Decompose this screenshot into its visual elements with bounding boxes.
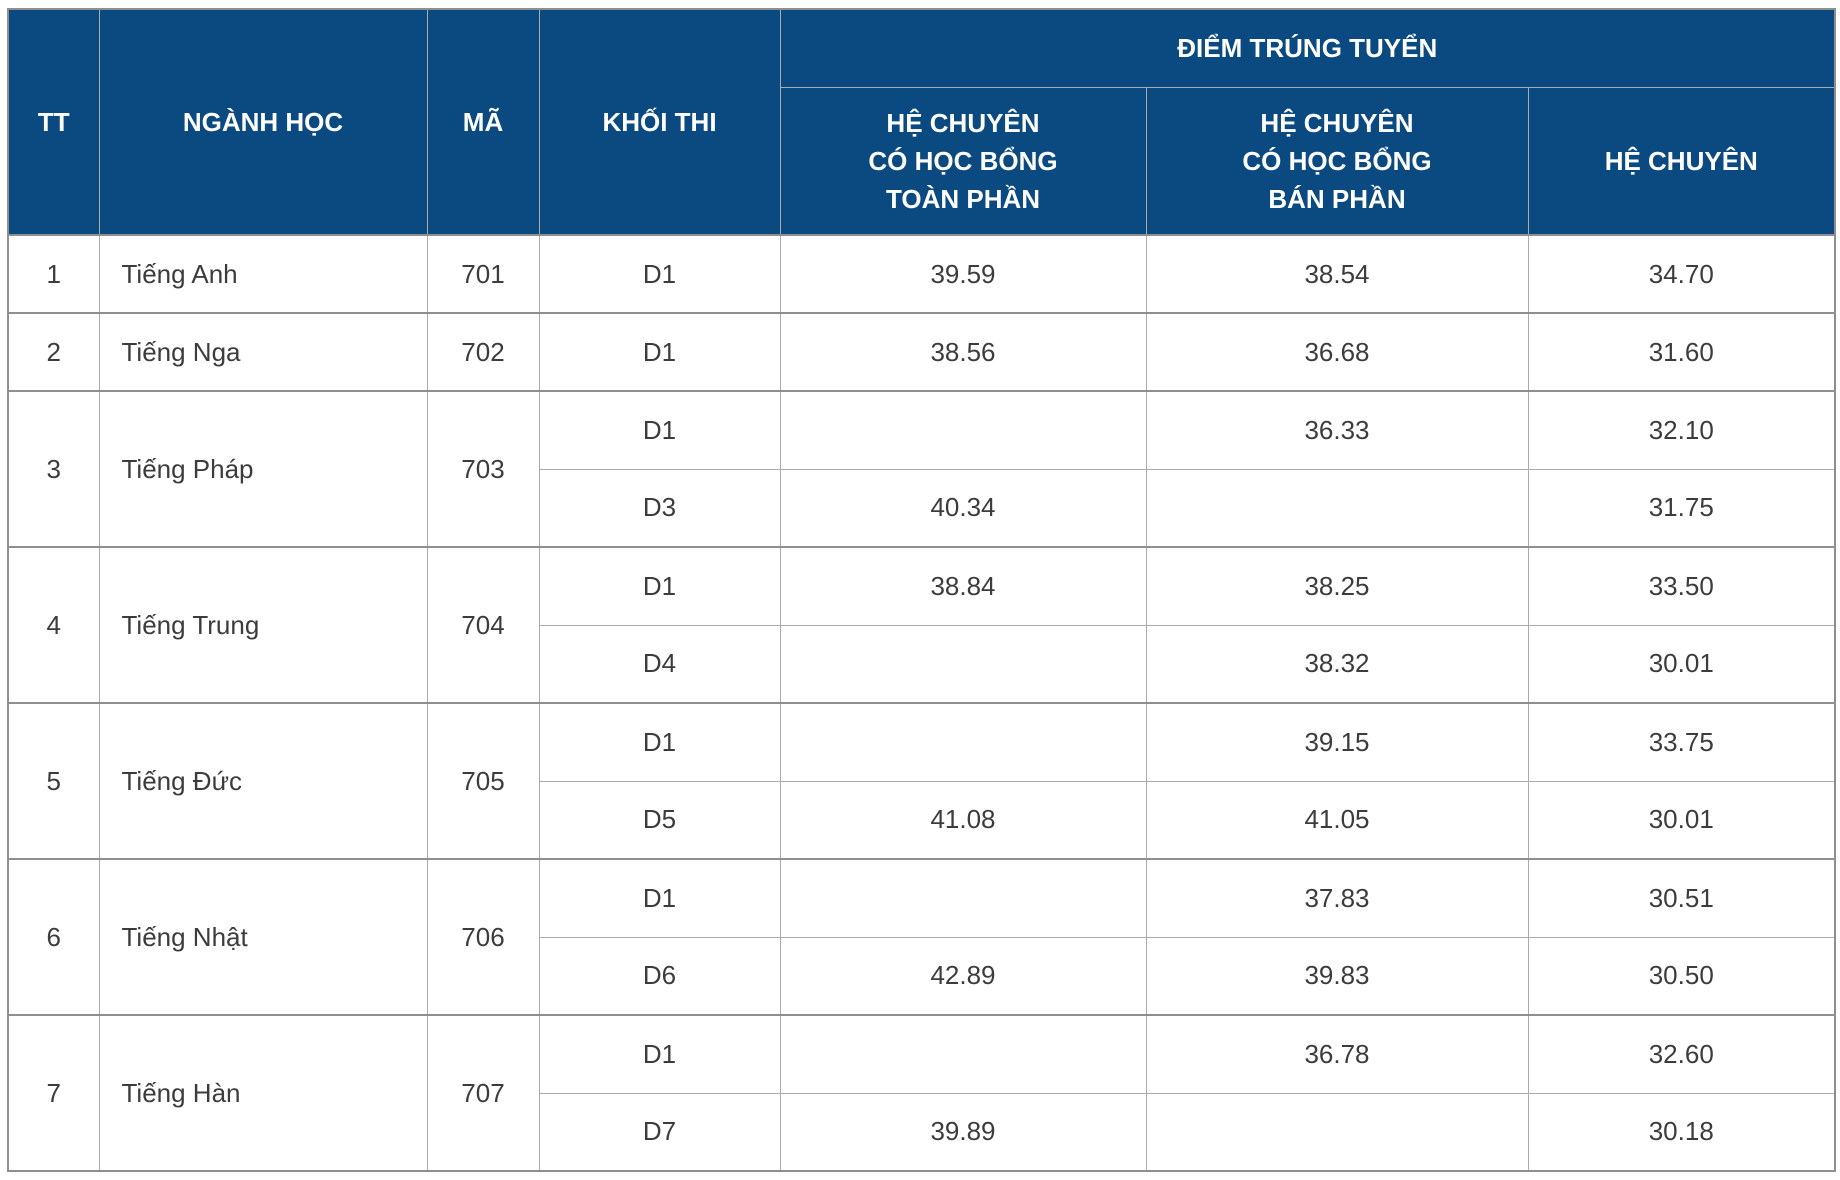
cell-score-ban-phan [1145,1092,1529,1172]
cell-score-he-chuyen: 34.70 [1527,234,1836,314]
cell-khoi-thi: D1 [538,546,781,626]
col-header-ma: MÃ [426,8,540,236]
col-header-he-chuyen: HỆ CHUYÊN [1527,86,1836,236]
cell-khoi-thi: D5 [538,780,781,860]
cell-nganh-hoc: Tiếng Hàn [98,1014,428,1172]
cell-score-toan-phan [779,624,1147,704]
cell-score-ban-phan: 36.68 [1145,312,1529,392]
cell-score-ban-phan: 38.32 [1145,624,1529,704]
cell-score-toan-phan: 38.56 [779,312,1147,392]
cell-khoi-thi: D1 [538,858,781,938]
admission-scores-table: TT NGÀNH HỌC MÃ KHỐI THI ĐIỂM TRÚNG TUYỂ… [7,8,1837,1172]
cell-tt: 1 [7,234,100,314]
table-subrow: D5 41.08 41.05 30.01 [8,780,1836,860]
cell-nganh-hoc: Tiếng Nhật [98,858,428,1016]
cell-nganh-hoc: Tiếng Nga [98,312,428,392]
cell-score-he-chuyen: 30.51 [1527,858,1836,938]
cell-score-he-chuyen: 30.18 [1527,1092,1836,1172]
cell-score-toan-phan: 40.34 [779,468,1147,548]
cell-score-toan-phan [779,390,1147,470]
cell-khoi-thi: D6 [538,936,781,1016]
cell-score-ban-phan: 36.78 [1145,1014,1529,1094]
cell-score-he-chuyen: 30.01 [1527,780,1836,860]
cell-tt: 2 [7,312,100,392]
cell-score-he-chuyen: 33.50 [1527,546,1836,626]
cell-score-ban-phan [1145,468,1529,548]
cell-tt: 4 [7,546,100,704]
cell-score-ban-phan: 39.15 [1145,702,1529,782]
table-row: 2 Tiếng Nga 702 D1 38.56 36.68 31.60 [7,312,1836,392]
cell-ma: 706 [426,858,540,1016]
table-header: TT NGÀNH HỌC MÃ KHỐI THI ĐIỂM TRÚNG TUYỂ… [7,8,1836,236]
col-header-diem-trung-tuyen: ĐIỂM TRÚNG TUYỂN [779,8,1836,88]
table-subrow: D6 42.89 39.83 30.50 [8,936,1836,1016]
cell-score-he-chuyen: 32.60 [1527,1014,1836,1094]
cell-score-ban-phan: 38.54 [1145,234,1529,314]
cell-ma: 703 [426,390,540,548]
cell-score-toan-phan: 42.89 [779,936,1147,1016]
table-body: 1 Tiếng Anh 701 D1 39.59 38.54 34.70 2 T… [7,234,1836,1172]
cell-khoi-thi: D1 [538,1014,781,1094]
cell-score-toan-phan [779,858,1147,938]
cell-khoi-thi: D7 [538,1092,781,1172]
header-row-top: TT NGÀNH HỌC MÃ KHỐI THI ĐIỂM TRÚNG TUYỂ… [7,8,1836,236]
cell-khoi-thi: D4 [538,624,781,704]
col-header-tt: TT [7,8,100,236]
cell-tt: 3 [7,390,100,548]
cell-khoi-thi: D3 [538,468,781,548]
table-row: 4 Tiếng Trung 704 D1 38.84 38.25 33.50 [7,546,1836,704]
col-header-nganh-hoc: NGÀNH HỌC [98,8,428,236]
cell-nganh-hoc: Tiếng Pháp [98,390,428,548]
cell-score-ban-phan: 36.33 [1145,390,1529,470]
cell-ma: 701 [426,234,540,314]
cell-score-toan-phan: 38.84 [779,546,1147,626]
cell-nganh-hoc: Tiếng Anh [98,234,428,314]
col-header-he-chuyen-hoc-bong-ban-phan: HỆ CHUYÊN CÓ HỌC BỔNG BÁN PHẦN [1145,86,1529,236]
cell-khoi-thi: D1 [538,312,781,392]
cell-tt: 6 [7,858,100,1016]
col-header-khoi-thi: KHỐI THI [538,8,781,236]
cell-score-ban-phan: 39.83 [1145,936,1529,1016]
cell-score-toan-phan [779,1014,1147,1094]
cell-khoi-thi: D1 [538,390,781,470]
col-header-he-chuyen-hoc-bong-toan-phan: HỆ CHUYÊN CÓ HỌC BỔNG TOÀN PHẦN [779,86,1147,236]
cell-khoi-thi: D1 [538,234,781,314]
cell-ma: 707 [426,1014,540,1172]
cell-tt: 7 [7,1014,100,1172]
cell-score-he-chuyen: 30.01 [1527,624,1836,704]
cell-ma: 702 [426,312,540,392]
cell-score-he-chuyen: 31.75 [1527,468,1836,548]
cell-nganh-hoc: Tiếng Đức [98,702,428,860]
cell-ma: 705 [426,702,540,860]
table-subrow: D3 40.34 31.75 [8,468,1836,548]
table-row: 3 Tiếng Pháp 703 D1 36.33 32.10 [7,390,1836,548]
table-row: 6 Tiếng Nhật 706 D1 37.83 30.51 [7,858,1836,1016]
header-row-sub: HỆ CHUYÊN CÓ HỌC BỔNG TOÀN PHẦN HỆ CHUYÊ… [8,86,1836,236]
table-row: 7 Tiếng Hàn 707 D1 36.78 32.60 [7,1014,1836,1172]
cell-ma: 704 [426,546,540,704]
cell-score-he-chuyen: 33.75 [1527,702,1836,782]
cell-score-toan-phan [779,702,1147,782]
cell-score-ban-phan: 37.83 [1145,858,1529,938]
cell-score-he-chuyen: 32.10 [1527,390,1836,470]
table-subrow: D4 38.32 30.01 [8,624,1836,704]
cell-nganh-hoc: Tiếng Trung [98,546,428,704]
cell-score-toan-phan: 39.89 [779,1092,1147,1172]
table-row: 5 Tiếng Đức 705 D1 39.15 33.75 [7,702,1836,860]
cell-score-toan-phan: 41.08 [779,780,1147,860]
cell-score-ban-phan: 41.05 [1145,780,1529,860]
cell-khoi-thi: D1 [538,702,781,782]
cell-score-he-chuyen: 30.50 [1527,936,1836,1016]
cell-score-toan-phan: 39.59 [779,234,1147,314]
table-row: 1 Tiếng Anh 701 D1 39.59 38.54 34.70 [7,234,1836,314]
table-subrow: D7 39.89 30.18 [8,1092,1836,1172]
cell-score-ban-phan: 38.25 [1145,546,1529,626]
cell-tt: 5 [7,702,100,860]
cell-score-he-chuyen: 31.60 [1527,312,1836,392]
